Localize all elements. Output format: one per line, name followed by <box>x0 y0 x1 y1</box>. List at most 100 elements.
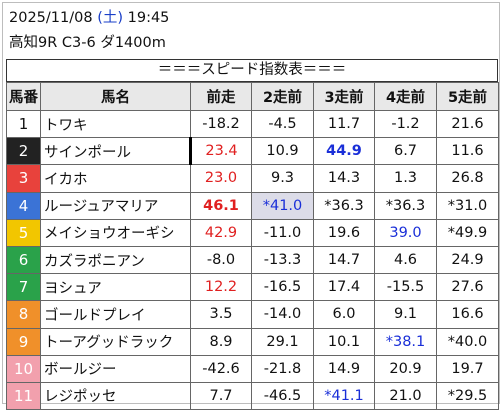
horse-name: ルージュアマリア <box>40 191 191 220</box>
speed-index-2-races-ago: -21.8 <box>251 354 314 383</box>
speed-index-4-races-ago: 39.0 <box>374 218 437 247</box>
speed-index-2-races-ago: *41.0 <box>251 191 314 220</box>
speed-index-5-races-ago: 21.6 <box>436 109 499 139</box>
speed-index-5-races-ago: 16.6 <box>436 300 499 329</box>
horse-number-badge: 6 <box>6 245 41 275</box>
speed-index-3-races-ago: *41.1 <box>313 381 375 410</box>
table-row: 9 トーアグッドラック 8.9 29.1 10.1 *38.1 *40.0 <box>6 327 499 356</box>
speed-index-last-race: 8.9 <box>190 327 252 356</box>
speed-index-2-races-ago: -4.5 <box>251 109 314 139</box>
speed-index-5-races-ago: *31.0 <box>436 191 499 220</box>
speed-index-last-race: 23.0 <box>190 164 252 193</box>
race-time: 19:45 <box>127 10 170 26</box>
horse-number-badge: 2 <box>6 137 41 166</box>
speed-index-3-races-ago: 19.6 <box>313 218 375 247</box>
speed-index-3-races-ago: 44.9 <box>313 137 375 166</box>
race-weekday: (土) <box>97 10 124 26</box>
horse-number-badge: 10 <box>6 354 41 383</box>
table-row: 10 ボールジー -42.6 -21.8 14.9 20.9 19.7 <box>6 354 499 383</box>
speed-index-3-races-ago: 10.1 <box>313 327 375 356</box>
table-header-row: 馬番 馬名 前走 2走前 3走前 4走前 5走前 <box>6 82 499 111</box>
speed-index-4-races-ago: *38.1 <box>374 327 437 356</box>
speed-index-2-races-ago: 9.3 <box>251 164 314 193</box>
col-header-5-races-ago: 5走前 <box>436 82 499 111</box>
table-row: 2 サインポール 23.4 10.9 44.9 6.7 11.6 <box>6 137 499 166</box>
horse-name: ボールジー <box>40 354 191 383</box>
horse-number-badge: 8 <box>6 300 41 329</box>
speed-index-4-races-ago: -1.2 <box>374 109 437 139</box>
table-row: 11 レジポッセ 7.7 -46.5 *41.1 21.0 *29.5 <box>6 381 499 410</box>
race-info: 高知9R C3-6 ダ1400m <box>9 35 166 51</box>
speed-index-5-races-ago: *29.5 <box>436 381 499 410</box>
horse-number-badge: 9 <box>6 327 41 356</box>
speed-index-2-races-ago: -46.5 <box>251 381 314 410</box>
speed-index-2-races-ago: -14.0 <box>251 300 314 329</box>
col-header-3-races-ago: 3走前 <box>313 82 375 111</box>
col-header-4-races-ago: 4走前 <box>374 82 437 111</box>
speed-index-last-race: 46.1 <box>190 191 252 220</box>
speed-index-3-races-ago: 17.4 <box>313 273 375 302</box>
horse-number-badge: 7 <box>6 273 41 302</box>
speed-index-3-races-ago: 6.0 <box>313 300 375 329</box>
speed-index-5-races-ago: 11.6 <box>436 137 499 166</box>
col-header-2-races-ago: 2走前 <box>251 82 314 111</box>
race-datetime: 2025/11/08 (土) 19:45 <box>9 7 169 29</box>
horse-number-badge: 3 <box>6 164 41 193</box>
speed-index-last-race: 7.7 <box>190 381 252 410</box>
speed-index-3-races-ago: 14.9 <box>313 354 375 383</box>
race-date: 2025/11/08 <box>9 10 93 26</box>
table-row: 8 ゴールドプレイ 3.5 -14.0 6.0 9.1 16.6 <box>6 300 499 329</box>
speed-index-4-races-ago: *36.3 <box>374 191 437 220</box>
horse-name: トーアグッドラック <box>40 327 191 356</box>
col-header-horse-name: 馬名 <box>40 82 191 111</box>
speed-index-last-race: 3.5 <box>190 300 252 329</box>
speed-index-2-races-ago: -11.0 <box>251 218 314 247</box>
speed-index-last-race: 42.9 <box>190 218 252 247</box>
speed-index-5-races-ago: 26.8 <box>436 164 499 193</box>
col-header-last-race: 前走 <box>190 82 252 111</box>
horse-name: トワキ <box>40 109 191 139</box>
horse-number-badge: 1 <box>6 109 41 139</box>
speed-index-5-races-ago: 27.6 <box>436 273 499 302</box>
speed-index-4-races-ago: 6.7 <box>374 137 437 166</box>
table-row: 7 ヨシュア 12.2 -16.5 17.4 -15.5 27.6 <box>6 273 499 302</box>
speed-index-4-races-ago: 21.0 <box>374 381 437 410</box>
horse-name: イカホ <box>40 164 191 193</box>
horse-name: レジポッセ <box>40 381 191 410</box>
horse-name: ゴールドプレイ <box>40 300 191 329</box>
table-title: ＝＝＝スピード指数表＝＝＝ <box>6 59 498 82</box>
horse-number-badge: 5 <box>6 218 41 247</box>
speed-index-3-races-ago: *36.3 <box>313 191 375 220</box>
horse-name: サインポール <box>40 137 191 166</box>
speed-index-table: 馬番 馬名 前走 2走前 3走前 4走前 5走前 1 トワキ -18.2 -4.5 11… <box>6 82 499 410</box>
speed-index-4-races-ago: 20.9 <box>374 354 437 383</box>
speed-index-2-races-ago: -13.3 <box>251 245 314 275</box>
table-row: 4 ルージュアマリア 46.1 *41.0 *36.3 *36.3 *31.0 <box>6 191 499 220</box>
speed-index-2-races-ago: -16.5 <box>251 273 314 302</box>
speed-index-3-races-ago: 14.7 <box>313 245 375 275</box>
horse-name: メイショウオーギシ <box>40 218 191 247</box>
horse-number-badge: 4 <box>6 191 41 220</box>
speed-index-2-races-ago: 29.1 <box>251 327 314 356</box>
horse-name: ヨシュア <box>40 273 191 302</box>
speed-index-4-races-ago: 9.1 <box>374 300 437 329</box>
speed-index-4-races-ago: 1.3 <box>374 164 437 193</box>
speed-index-last-race: 12.2 <box>190 273 252 302</box>
speed-index-5-races-ago: *49.9 <box>436 218 499 247</box>
speed-index-last-race: -8.0 <box>190 245 252 275</box>
speed-index-5-races-ago: 19.7 <box>436 354 499 383</box>
col-header-number: 馬番 <box>6 82 41 111</box>
table-row: 1 トワキ -18.2 -4.5 11.7 -1.2 21.6 <box>6 109 499 139</box>
speed-index-last-race: -18.2 <box>190 109 252 139</box>
horse-number-badge: 11 <box>6 381 41 410</box>
speed-index-3-races-ago: 14.3 <box>313 164 375 193</box>
speed-index-5-races-ago: 24.9 <box>436 245 499 275</box>
speed-index-5-races-ago: *40.0 <box>436 327 499 356</box>
speed-index-4-races-ago: -15.5 <box>374 273 437 302</box>
table-row: 5 メイショウオーギシ 42.9 -11.0 19.6 39.0 *49.9 <box>6 218 499 247</box>
speed-index-last-race: 23.4 <box>189 137 252 166</box>
table-row: 3 イカホ 23.0 9.3 14.3 1.3 26.8 <box>6 164 499 193</box>
speed-index-4-races-ago: 4.6 <box>374 245 437 275</box>
speed-index-last-race: -42.6 <box>190 354 252 383</box>
table-row: 6 カズラポニアン -8.0 -13.3 14.7 4.6 24.9 <box>6 245 499 275</box>
